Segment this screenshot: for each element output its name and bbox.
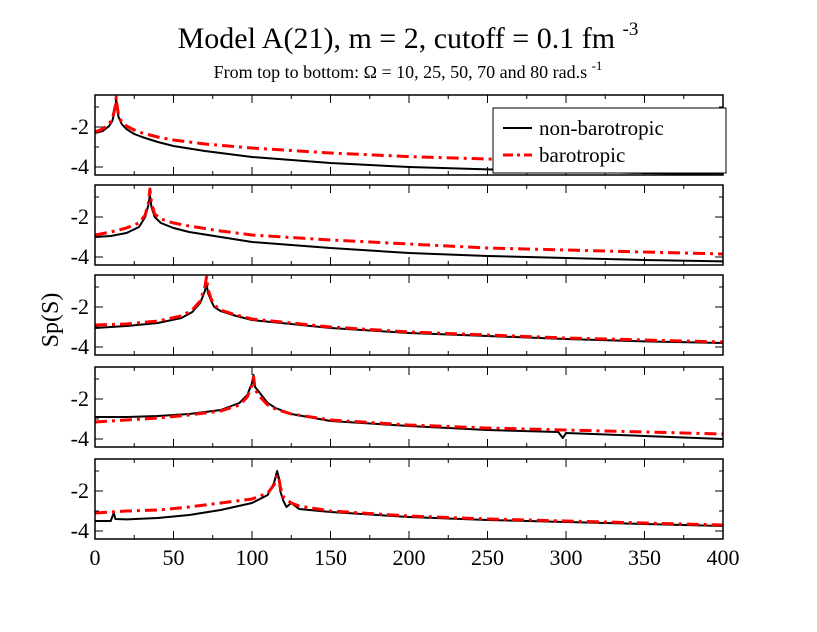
x-tick-labels: 0 50 100 150 200 250 300 350 400 (90, 545, 740, 570)
chart-title: Model A(21), m = 2, cutoff = 0.1 fm -3 (178, 19, 639, 55)
series-line-barotropic-omega-25 (95, 187, 723, 256)
y-tick-label: -2 (71, 294, 89, 319)
x-tick-label: 300 (550, 545, 583, 570)
chart-subtitle: From top to bottom: Ω = 10, 25, 50, 70 a… (214, 58, 603, 82)
chart-subtitle-superscript: -1 (592, 58, 603, 73)
x-tick-label: 250 (471, 545, 504, 570)
y-tick-label: -2 (71, 204, 89, 229)
series-line-non-barotropic-omega-70 (95, 374, 723, 440)
series-line-non-barotropic-omega-80 (95, 470, 723, 527)
legend: non-barotropic barotropic (492, 107, 727, 174)
series-line-barotropic-omega-50 (95, 275, 723, 344)
chart-title-superscript: -3 (623, 19, 639, 40)
y-tick-label: -2 (71, 386, 89, 411)
x-tick-label: 0 (90, 545, 101, 570)
chart-subtitle-text: From top to bottom: Ω = 10, 25, 50, 70 a… (214, 62, 588, 82)
panels: -2 -4 -2 -4 -2 -4 -2 -4 -2 -4 (71, 94, 724, 543)
panel-frame (94, 458, 724, 540)
x-tick-label: 400 (707, 545, 740, 570)
x-tick-label: 200 (393, 545, 426, 570)
y-tick-label: -2 (71, 114, 89, 139)
legend-box (492, 107, 727, 174)
chart-title-text: Model A(21), m = 2, cutoff = 0.1 fm (178, 22, 615, 55)
x-tick-label: 150 (314, 545, 347, 570)
legend-label-barotropic: barotropic (539, 143, 625, 167)
series-line-barotropic-omega-10 (95, 95, 723, 166)
panel-omega-70: -2 -4 (71, 366, 724, 451)
panel-omega-50: -2 -4 (71, 274, 724, 359)
legend-label-non-barotropic: non-barotropic (539, 116, 664, 140)
panel-omega-25: -2 -4 (71, 184, 724, 269)
y-axis-label: Sp(S) (38, 293, 64, 348)
y-tick-label: -2 (71, 478, 89, 503)
x-tick-label: 50 (163, 545, 185, 570)
panel-frame (94, 274, 724, 356)
series-line-non-barotropic-omega-10 (95, 98, 723, 175)
y-tick-label: -4 (71, 154, 89, 179)
x-tick-label: 350 (628, 545, 661, 570)
y-tick-label: -4 (71, 518, 89, 543)
y-tick-label: -4 (71, 244, 89, 269)
y-tick-label: -4 (71, 334, 89, 359)
y-tick-label: -4 (71, 426, 89, 451)
series-line-barotropic-omega-70 (95, 375, 723, 436)
series-line-non-barotropic-omega-25 (95, 194, 723, 263)
series-line-non-barotropic-omega-50 (95, 282, 723, 344)
x-tick-label: 100 (236, 545, 269, 570)
panel-omega-80: -2 -4 (71, 458, 724, 543)
